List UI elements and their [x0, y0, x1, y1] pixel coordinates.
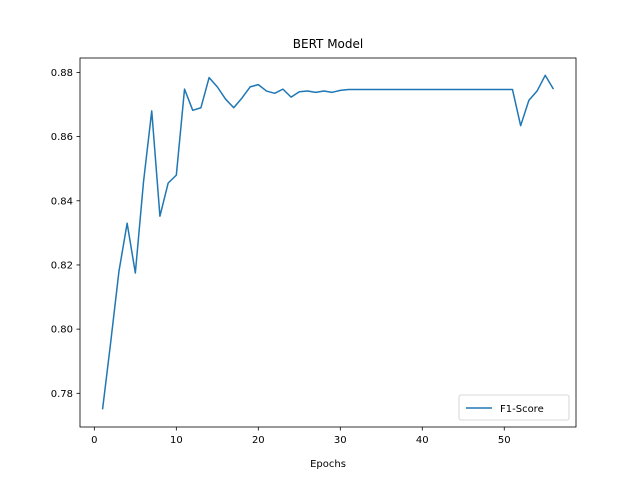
y-tick-label: 0.84	[51, 196, 73, 207]
series-line-f1-score	[101, 74, 555, 410]
x-tick-label: 10	[170, 435, 183, 446]
y-tick-label: 0.86	[51, 132, 73, 143]
x-tick-label: 20	[252, 435, 265, 446]
x-axis-label: Epochs	[310, 459, 346, 470]
y-tick-label: 0.78	[51, 389, 73, 400]
tick-group: 0 10 20 30 40 50 0.78 0.80 0.82 0.84 0.86 0.88	[51, 68, 511, 446]
x-tick-label: 50	[498, 435, 511, 446]
x-tick-label: 40	[416, 435, 429, 446]
legend-box	[458, 394, 570, 421]
x-tick-label: 30	[334, 435, 347, 446]
x-tick-label: 0	[91, 435, 97, 446]
chart-title: BERT Model	[293, 37, 363, 51]
y-tick-label: 0.80	[51, 325, 73, 336]
plot-frame	[79, 57, 577, 428]
y-tick-label: 0.88	[51, 68, 73, 79]
legend: F1-Score	[458, 394, 570, 421]
y-tick-label: 0.82	[51, 260, 73, 271]
legend-label-f1-score: F1-Score	[500, 404, 544, 415]
plot-area	[101, 74, 555, 410]
